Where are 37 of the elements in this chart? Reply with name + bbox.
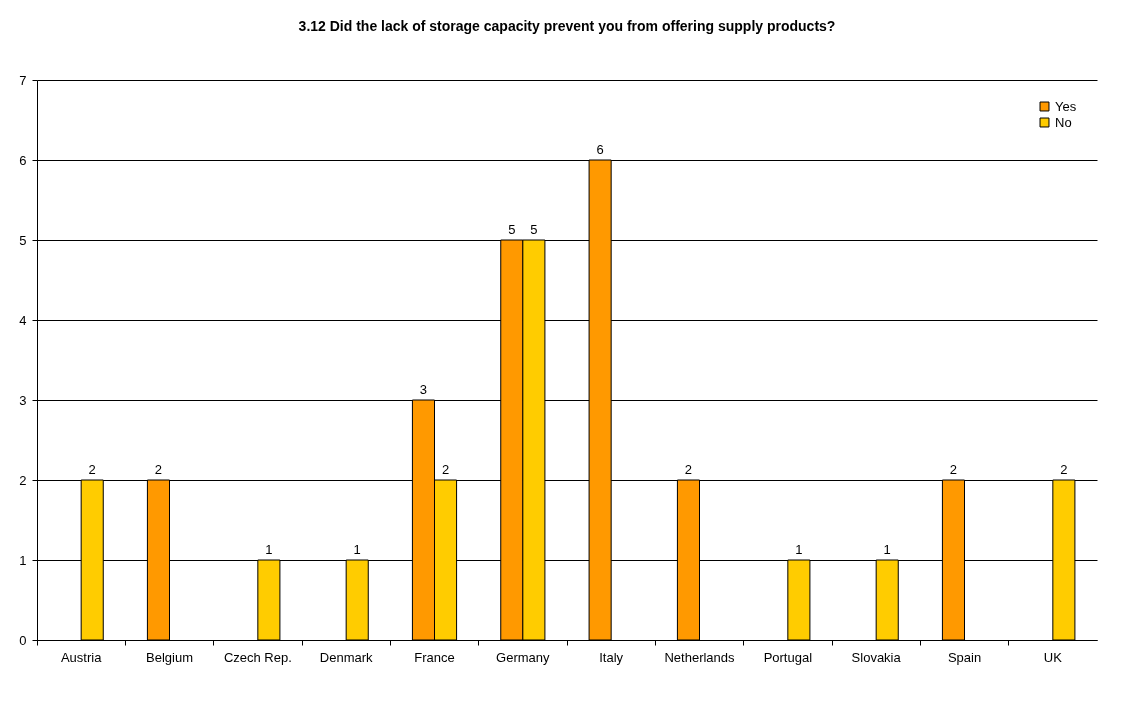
x-tick-label: Slovakia: [851, 649, 902, 665]
x-tick-label: Germany: [496, 649, 551, 665]
x-tick-label: Portugal: [763, 649, 813, 665]
data-label: 5: [508, 222, 516, 237]
legend-label: No: [1055, 114, 1072, 130]
data-label: 6: [596, 142, 604, 157]
x-tick-label: Netherlands: [664, 649, 736, 665]
y-tick-label: 6: [19, 152, 27, 168]
chart-title: 3.12 Did the lack of storage capacity prevent you from offering supply products?: [298, 18, 836, 34]
y-tick-label: 3: [19, 392, 27, 408]
data-label: 2: [88, 462, 96, 477]
x-tick-label: Spain: [947, 649, 982, 665]
data-label: 2: [949, 462, 958, 477]
y-tick-label: 1: [19, 552, 27, 568]
data-label: 3: [419, 382, 428, 397]
data-label: 2: [684, 462, 693, 477]
data-label: 5: [530, 222, 538, 237]
x-tick-label: Denmark: [319, 649, 374, 665]
data-label: 1: [353, 542, 361, 557]
data-label: 2: [154, 462, 163, 477]
x-tick-label: France: [414, 649, 455, 665]
legend-label: Yes: [1055, 98, 1077, 114]
x-tick-label: Belgium: [146, 649, 193, 665]
data-label: 1: [795, 542, 803, 557]
y-tick-label: 0: [19, 632, 27, 648]
data-label: 1: [883, 542, 891, 557]
y-tick-label: 4: [19, 312, 27, 328]
data-label: 1: [265, 542, 273, 557]
y-tick-label: 2: [19, 472, 27, 488]
data-label: 2: [1060, 462, 1068, 477]
x-tick-label: Italy: [599, 649, 624, 665]
data-label: 2: [441, 462, 450, 477]
x-tick-label: UK: [1043, 649, 1063, 665]
x-tick-label: Czech Rep.: [223, 649, 292, 665]
y-tick-label: 5: [19, 232, 27, 248]
y-tick-label: 7: [19, 72, 27, 88]
x-tick-label: Austria: [60, 649, 103, 665]
